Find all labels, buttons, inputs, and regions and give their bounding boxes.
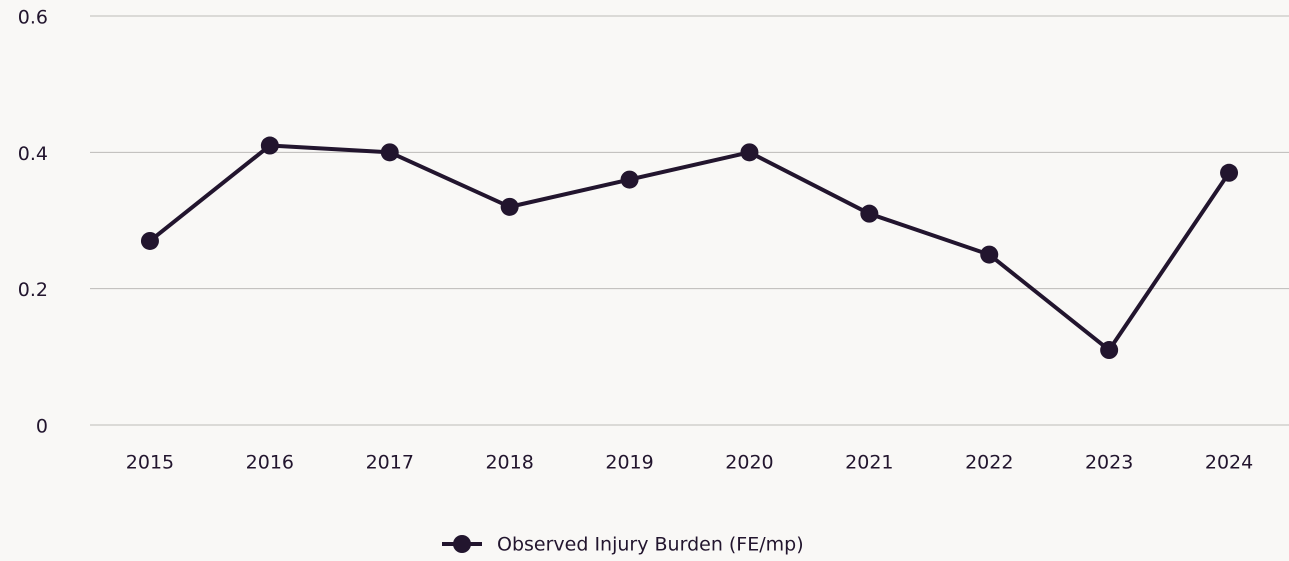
x-tick-label: 2015 [126,452,174,474]
legend-swatch-dot [453,535,471,553]
data-point [500,197,519,216]
y-tick-label: 0.6 [18,7,48,29]
y-tick-label: 0.4 [18,143,48,165]
x-tick-label: 2024 [1205,452,1253,474]
series-line [148,143,1231,353]
data-point [860,204,879,223]
data-point [1100,341,1119,360]
data-point [1220,163,1239,182]
data-point [980,245,999,264]
data-point [260,136,279,155]
x-tick-label: 2021 [845,452,893,474]
y-tick-label: 0 [36,416,48,438]
x-tick-label: 2017 [366,452,414,474]
y-tick-label: 0.2 [18,279,48,301]
x-tick-label: 2019 [605,452,653,474]
x-tick-label: 2018 [485,452,533,474]
x-tick-label: 2022 [965,452,1013,474]
data-point [740,143,759,162]
legend-label: Observed Injury Burden (FE/mp) [497,534,804,556]
x-tick-label: 2023 [1085,452,1133,474]
x-tick-label: 2020 [725,452,773,474]
data-point [620,170,639,189]
data-point [380,143,399,162]
x-tick-label: 2016 [246,452,294,474]
data-point [140,231,159,250]
